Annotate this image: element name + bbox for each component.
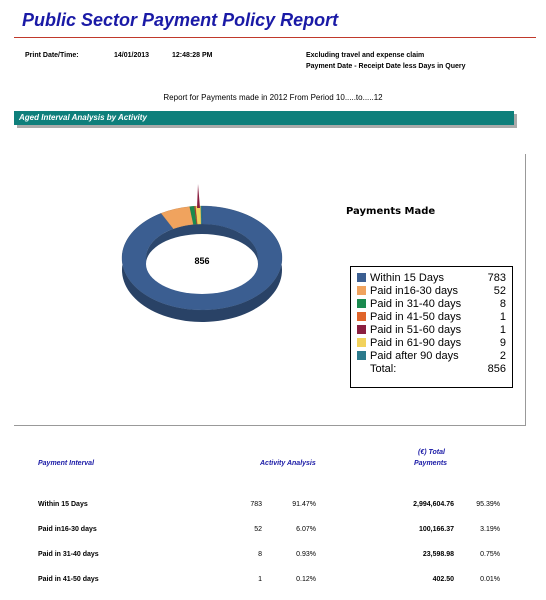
legend-item: Paid in 61-90 days 9 (357, 336, 506, 349)
col-total-payments-line2: Payments (414, 460, 448, 467)
legend-total-label: Total: (370, 362, 397, 375)
donut-chart: 856 (121, 184, 283, 322)
row-interval: Paid in 41-50 days (38, 576, 99, 583)
chart-panel (14, 154, 526, 426)
legend-label: Paid after 90 days (370, 349, 459, 362)
row-count-pct: 6.07% (296, 526, 316, 533)
chart-title: Payments Made (346, 206, 436, 217)
legend-label: Paid in16-30 days (370, 284, 459, 297)
legend-label: Paid in 61-90 days (370, 336, 462, 349)
print-time: 12:48:28 PM (172, 52, 213, 59)
row-count: 1 (258, 576, 262, 583)
row-interval: Within 15 Days (38, 501, 88, 508)
print-date: 14/01/2013 (114, 52, 150, 59)
row-amount: 402.50 (432, 576, 454, 583)
row-amount: 2,994,604.76 (413, 501, 454, 508)
legend-swatch (357, 351, 366, 360)
row-interval: Paid in 31-40 days (38, 551, 99, 558)
legend-swatch (357, 286, 366, 295)
legend-item: Paid after 90 days 2 (357, 349, 506, 362)
legend-value: 2 (499, 349, 506, 362)
exclusion-note: Excluding travel and expense claim (306, 52, 425, 59)
col-payment-interval: Payment Interval (38, 460, 95, 467)
payment-date-note: Payment Date - Receipt Date less Days in… (306, 63, 466, 70)
legend-value: 1 (499, 310, 506, 323)
row-amount-pct: 0.75% (480, 551, 500, 558)
chart-legend: Within 15 Days 783 Paid in16-30 days 52 Paid… (350, 266, 513, 388)
donut-exploded-slice (197, 184, 200, 208)
row-count: 783 (250, 501, 262, 508)
legend-total-row: Total: 856 (357, 362, 506, 375)
donut-center-label: 856 (194, 256, 209, 266)
legend-label: Paid in 31-40 days (370, 297, 462, 310)
legend-item: Within 15 Days 783 (357, 271, 506, 284)
section-header: Aged Interval Analysis by Activity (14, 111, 514, 125)
legend-swatch (357, 325, 366, 334)
row-count: 8 (258, 551, 262, 558)
legend-value: 9 (499, 336, 506, 349)
donut-hole (146, 234, 258, 294)
legend-value: 52 (493, 284, 506, 297)
section-title: Aged Interval Analysis by Activity (19, 113, 147, 122)
legend-item: Paid in 41-50 days 1 (357, 310, 506, 323)
row-amount: 23,598.98 (422, 551, 454, 558)
title-divider (14, 37, 536, 38)
row-amount-pct: 3.19% (480, 526, 500, 533)
legend-total-value: 856 (487, 362, 506, 375)
legend-swatch (357, 273, 366, 282)
row-interval: Paid in16-30 days (38, 526, 97, 533)
row-count: 52 (254, 526, 262, 533)
legend-item: Paid in 31-40 days 8 (357, 297, 506, 310)
legend-label: Paid in 51-60 days (370, 323, 462, 336)
legend-label: Paid in 41-50 days (370, 310, 462, 323)
row-amount-pct: 0.01% (480, 576, 500, 583)
col-total-payments-line1: (€) Total (418, 449, 445, 456)
report-period: Report for Payments made in 2012 From Pe… (163, 93, 383, 102)
report-title: Public Sector Payment Policy Report (22, 10, 339, 30)
legend-value: 783 (487, 271, 506, 284)
legend-value: 1 (499, 323, 506, 336)
print-date-label: Print Date/Time: (25, 52, 79, 59)
legend-swatch (357, 338, 366, 347)
row-amount: 100,166.37 (418, 526, 454, 533)
col-activity-analysis: Activity Analysis (260, 460, 316, 467)
legend-value: 8 (499, 297, 506, 310)
row-count-pct: 0.93% (296, 551, 316, 558)
row-count-pct: 0.12% (296, 576, 316, 583)
legend-item: Paid in16-30 days 52 (357, 284, 506, 297)
row-count-pct: 91.47% (292, 501, 316, 508)
legend-item: Paid in 51-60 days 1 (357, 323, 506, 336)
row-amount-pct: 95.39% (476, 501, 500, 508)
legend-swatch (357, 312, 366, 321)
donut-slice-6 (200, 205, 203, 225)
legend-label: Within 15 Days (370, 271, 444, 284)
legend-swatch (357, 299, 366, 308)
